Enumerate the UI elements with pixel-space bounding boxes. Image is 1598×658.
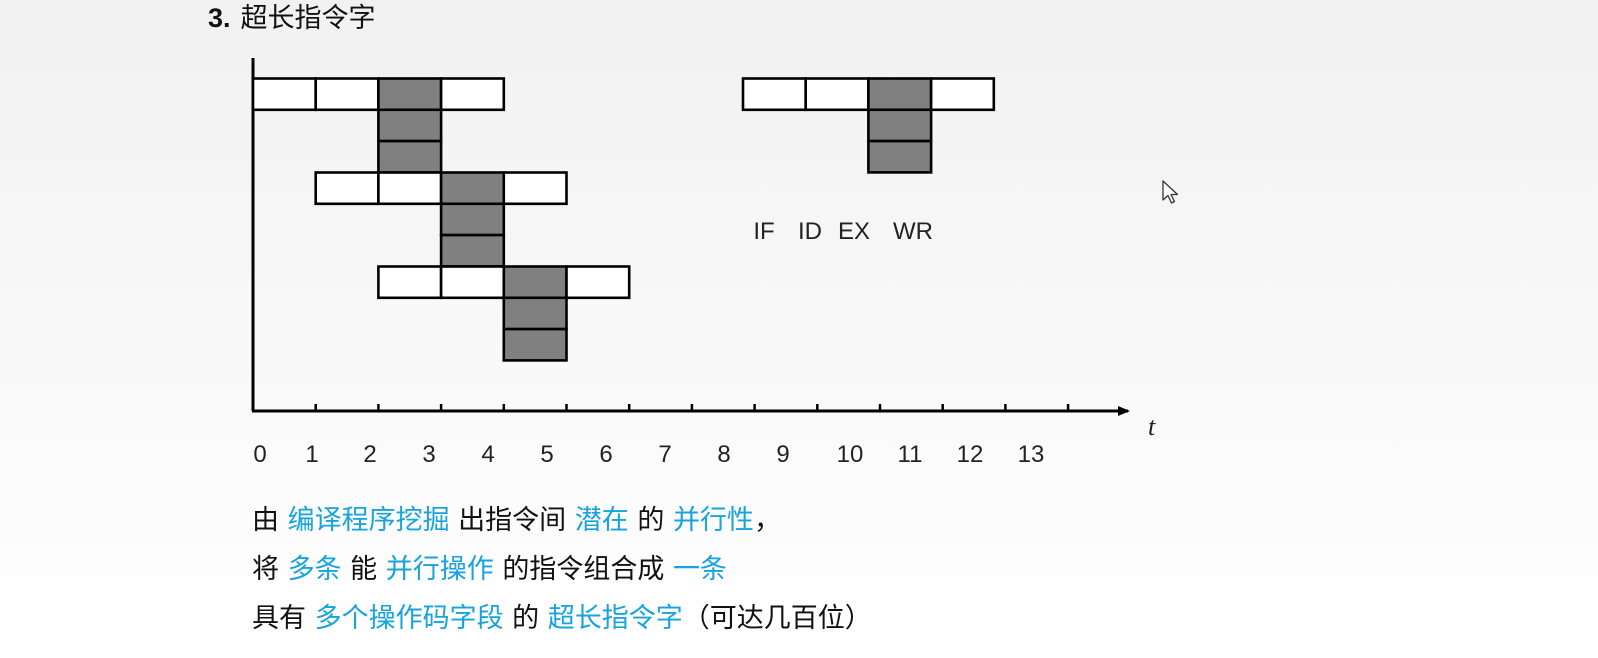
slide-title: 3. 超长指令字 [208, 0, 376, 37]
stage-box [502, 171, 568, 206]
stage-box [565, 265, 631, 300]
legend-stage-label: EX [838, 218, 870, 245]
legend-stage-label: ID [798, 218, 822, 245]
tick-label: 9 [776, 441, 789, 468]
description: 由 编译程序挖掘 出指令间 潜在 的 并行性， 将 多条 能 并行操作 的指令组… [252, 496, 872, 643]
tick-label: 2 [363, 441, 376, 468]
legend-instruction-group [741, 77, 996, 174]
stage-box [929, 77, 996, 112]
tick-label: 0 [253, 441, 266, 468]
highlighted-term: 一条 [672, 554, 727, 585]
text-segment: ， [753, 505, 781, 536]
parallel-ex-box [867, 108, 933, 143]
tick-label: 12 [957, 441, 984, 468]
parallel-ex-box [502, 327, 568, 362]
stage-box [377, 171, 443, 206]
stage-box [314, 171, 380, 206]
tick-label: 3 [422, 441, 435, 468]
highlighted-term: 超长指令字 [547, 603, 683, 634]
highlighted-term: 并行操作 [385, 554, 494, 585]
instruction-group [251, 77, 506, 174]
text-segment: 出指令间 [449, 505, 575, 536]
description-line-2: 将 多条 能 并行操作 的指令组合成 一条 [252, 545, 872, 594]
parallel-ex-box [439, 233, 506, 268]
ex-stage-box [377, 77, 443, 112]
axes: 0 1 2 3 4 5 6 7 8 9 10 11 12 13 t [251, 58, 1156, 468]
description-line-3: 具有 多个操作码字段 的 超长指令字（可达几百位） [252, 594, 872, 643]
highlighted-term: 多条 [287, 554, 342, 585]
title-number: 3. [208, 3, 231, 33]
mouse-cursor-icon [1162, 180, 1179, 204]
stage-box [804, 77, 870, 112]
stage-box [439, 77, 506, 112]
ex-stage-box [439, 171, 506, 206]
stage-box [377, 265, 443, 300]
highlighted-term: 并行性 [672, 505, 754, 536]
tick-label: 13 [1018, 441, 1045, 468]
tick-label: 11 [898, 441, 923, 468]
parallel-ex-box [439, 202, 506, 237]
parallel-ex-box [867, 139, 933, 174]
legend-stage-label: IF [753, 218, 774, 245]
tick-label: 5 [540, 441, 553, 468]
text-segment: 将 [252, 554, 288, 585]
highlighted-term: 多个操作码字段 [314, 603, 504, 634]
text-segment: （可达几百位） [682, 603, 872, 634]
text-segment: 由 [252, 505, 288, 536]
ex-stage-box [867, 77, 933, 112]
parallel-ex-box [377, 139, 443, 174]
highlighted-term: 编译程序挖掘 [287, 505, 450, 536]
description-line-1: 由 编译程序挖掘 出指令间 潜在 的 并行性， [252, 496, 872, 545]
tick-label: 6 [599, 441, 612, 468]
pipeline-diagram: 0 1 2 3 4 5 6 7 8 9 10 11 12 13 t IF ID EX WR [251, 58, 1156, 468]
stage-box [314, 77, 380, 112]
legend-stage-label: WR [893, 218, 933, 245]
tick-label: 4 [481, 441, 494, 468]
tick-label: 7 [658, 441, 671, 468]
instruction-group [314, 171, 568, 268]
parallel-ex-box [377, 108, 443, 143]
stage-box [439, 265, 506, 300]
title-text: 超长指令字 [240, 3, 376, 34]
ex-stage-box [502, 265, 568, 300]
stage-box [251, 77, 318, 112]
tick-label: 1 [305, 441, 318, 468]
text-segment: 具有 [252, 603, 315, 634]
stage-box [741, 77, 808, 112]
parallel-ex-box [502, 296, 568, 331]
time-axis-label: t [1148, 412, 1156, 441]
text-segment: 的指令组合成 [493, 554, 673, 585]
text-segment: 的 [628, 505, 673, 536]
text-segment: 的 [503, 603, 548, 634]
highlighted-term: 潜在 [574, 505, 629, 536]
tick-label: 8 [717, 441, 730, 468]
instruction-group [377, 265, 631, 362]
text-segment: 能 [341, 554, 386, 585]
tick-label: 10 [837, 441, 864, 468]
